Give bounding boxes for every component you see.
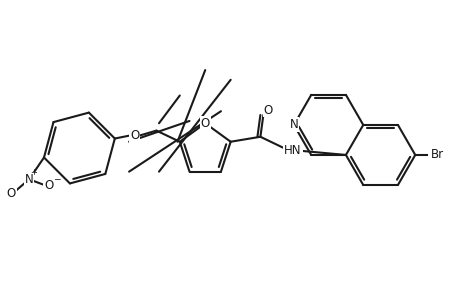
- Text: Br: Br: [430, 148, 442, 161]
- Text: O: O: [263, 103, 272, 116]
- Text: −: −: [53, 174, 61, 183]
- Text: HN: HN: [284, 144, 301, 157]
- Text: O: O: [130, 129, 139, 142]
- Text: O: O: [7, 187, 16, 200]
- Text: O: O: [200, 117, 209, 130]
- Text: N: N: [289, 118, 297, 131]
- Text: +: +: [31, 168, 38, 177]
- Text: N: N: [25, 173, 34, 186]
- Text: O: O: [44, 179, 53, 192]
